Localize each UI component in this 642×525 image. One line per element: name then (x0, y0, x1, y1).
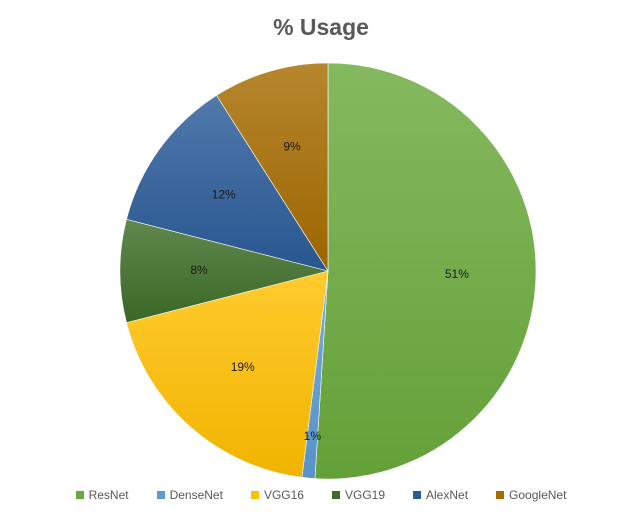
data-label-googlenet: 9% (283, 139, 301, 153)
data-label-alexnet: 12% (212, 187, 236, 201)
pie-slice-alexnet (126, 94, 329, 272)
data-label-densenet: 1% (304, 429, 322, 443)
pie-slice-googlenet (216, 62, 329, 273)
legend-swatch-googlenet (496, 491, 505, 499)
legend-label-vgg19: VGG19 (344, 488, 386, 502)
data-label-vgg19: 8% (190, 263, 208, 277)
chart-title: % Usage (273, 14, 369, 40)
legend-swatch-densenet (156, 491, 165, 499)
legend-item-densenet: DenseNet (156, 488, 223, 502)
legend-swatch-vgg19 (331, 491, 340, 499)
legend-item-vgg16: VGG16 (250, 488, 304, 502)
legend-item-alexnet: AlexNet (413, 488, 468, 502)
legend-item-googlenet: GoogleNet (496, 488, 566, 502)
legend-label-alexnet: AlexNet (426, 488, 469, 502)
legend-item-resnet: ResNet (75, 488, 129, 502)
pie-plot-area: 51% 1% 19% 8% 12% 9% (119, 62, 537, 480)
pie-slice-resnet (314, 62, 537, 480)
legend-item-vgg19: VGG19 (331, 488, 386, 502)
legend-swatch-alexnet (413, 491, 422, 499)
pie-slice-vgg19 (119, 218, 329, 324)
legend-swatch-vgg16 (250, 491, 259, 499)
legend-label-vgg16: VGG16 (263, 488, 304, 502)
chart-legend: ResNet DenseNet VGG16 VGG19 AlexNet GoogleNet (0, 488, 642, 502)
data-label-vgg16: 19% (231, 360, 255, 374)
legend-label-resnet: ResNet (88, 488, 129, 502)
legend-label-googlenet: GoogleNet (509, 488, 567, 502)
legend-label-densenet: DenseNet (169, 488, 223, 502)
data-label-resnet: 51% (445, 267, 469, 281)
legend-swatch-resnet (75, 491, 84, 499)
pie-slice-vgg16 (126, 270, 329, 478)
